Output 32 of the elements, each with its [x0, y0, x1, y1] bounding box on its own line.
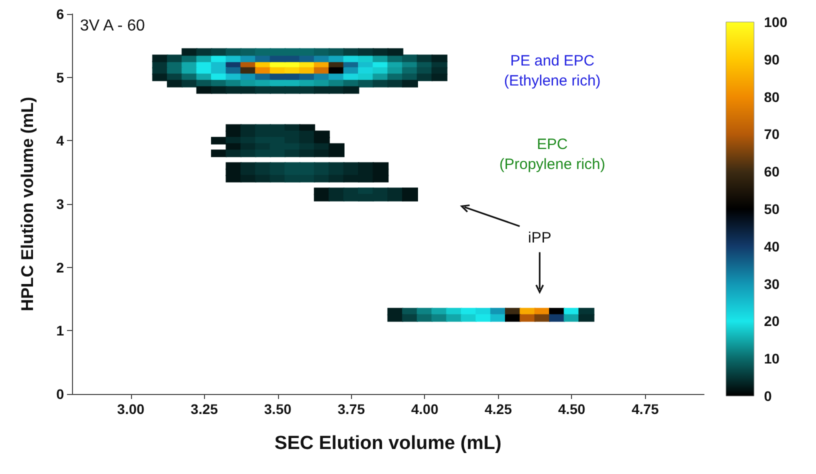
- annotation: EPC (Propylene rich): [499, 136, 606, 174]
- annotation: 3V A - 60: [80, 18, 146, 34]
- x-tick-label: 4.50: [558, 401, 586, 417]
- y-tick-label: 2: [56, 259, 64, 276]
- color-bar-label: 40: [764, 238, 780, 254]
- color-bar-label: 50: [764, 201, 780, 217]
- color-bar-label: 90: [764, 51, 780, 68]
- color-bar-label: 30: [764, 276, 780, 292]
- color-bar-label: 0: [764, 388, 772, 404]
- y-tick-label: 1: [56, 322, 64, 339]
- x-tick-label: 4.75: [632, 401, 660, 417]
- color-bar-label: 100: [764, 14, 788, 30]
- x-tick-label: 4.00: [411, 401, 439, 417]
- x-tick-label: 3.75: [338, 401, 366, 417]
- color-bar-label: 70: [764, 126, 780, 142]
- y-tick-label: 4: [56, 132, 64, 149]
- annotation: PE and EPC (Ethylene rich): [504, 52, 601, 90]
- x-tick-label: 3.25: [190, 401, 218, 417]
- y-tick-label: 3: [56, 196, 64, 212]
- color-bar-label: 10: [764, 350, 780, 367]
- x-tick-label: 3.00: [117, 401, 145, 417]
- color-bar-label: 60: [764, 164, 780, 180]
- y-tick-label: 6: [56, 6, 64, 22]
- y-tick-label: 0: [56, 386, 64, 402]
- x-tick-label: 3.50: [264, 401, 292, 417]
- y-axis-title: HPLC Elution volume (mL): [18, 96, 37, 312]
- annotation: iPP: [528, 230, 552, 247]
- color-bar-label: 20: [764, 313, 780, 330]
- x-tick-label: 4.25: [484, 401, 512, 417]
- x-axis-title: SEC Elution volume (mL): [274, 433, 502, 454]
- color-bar-label: 80: [764, 88, 780, 105]
- y-tick-label: 5: [56, 69, 64, 86]
